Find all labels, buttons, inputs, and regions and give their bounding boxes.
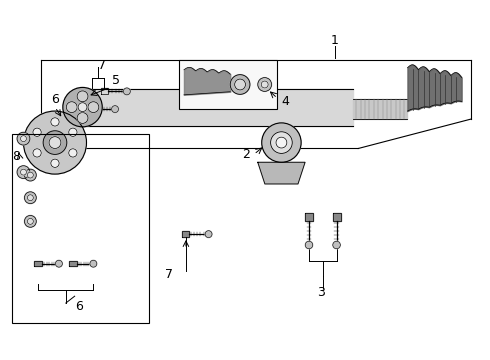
Circle shape bbox=[33, 128, 41, 136]
Circle shape bbox=[49, 137, 61, 148]
Bar bbox=[179, 60, 277, 109]
Circle shape bbox=[24, 169, 36, 181]
Polygon shape bbox=[101, 89, 108, 94]
Circle shape bbox=[51, 159, 59, 167]
Polygon shape bbox=[34, 261, 42, 266]
Circle shape bbox=[63, 87, 102, 127]
Circle shape bbox=[51, 118, 59, 126]
Circle shape bbox=[27, 172, 33, 178]
Circle shape bbox=[69, 128, 77, 136]
Polygon shape bbox=[353, 99, 408, 119]
Circle shape bbox=[230, 75, 250, 94]
Text: 8: 8 bbox=[12, 150, 20, 163]
Text: 2: 2 bbox=[242, 148, 250, 161]
Circle shape bbox=[27, 195, 33, 201]
Text: 7: 7 bbox=[98, 59, 106, 72]
Circle shape bbox=[78, 103, 87, 112]
Circle shape bbox=[77, 113, 88, 123]
Circle shape bbox=[69, 149, 77, 157]
Circle shape bbox=[24, 111, 86, 174]
Circle shape bbox=[235, 79, 245, 90]
Circle shape bbox=[21, 169, 26, 175]
Circle shape bbox=[17, 132, 30, 145]
Circle shape bbox=[276, 137, 287, 148]
Polygon shape bbox=[305, 213, 313, 221]
Circle shape bbox=[305, 241, 313, 249]
Circle shape bbox=[261, 81, 268, 88]
Circle shape bbox=[270, 132, 292, 153]
Text: 1: 1 bbox=[331, 34, 339, 47]
Circle shape bbox=[33, 149, 41, 157]
Circle shape bbox=[123, 88, 130, 95]
Circle shape bbox=[17, 166, 30, 179]
Circle shape bbox=[43, 131, 67, 154]
Bar bbox=[12, 134, 149, 323]
Polygon shape bbox=[69, 261, 76, 266]
Circle shape bbox=[66, 102, 77, 113]
Text: 6: 6 bbox=[51, 93, 59, 106]
Circle shape bbox=[90, 260, 97, 267]
Circle shape bbox=[205, 231, 212, 238]
Circle shape bbox=[24, 215, 36, 227]
Polygon shape bbox=[82, 89, 353, 126]
Text: 7: 7 bbox=[165, 269, 173, 282]
Text: 3: 3 bbox=[317, 286, 325, 299]
Text: 4: 4 bbox=[281, 95, 289, 108]
Polygon shape bbox=[258, 162, 305, 184]
Polygon shape bbox=[89, 106, 96, 112]
Text: 6: 6 bbox=[74, 300, 82, 313]
Polygon shape bbox=[182, 231, 189, 237]
Circle shape bbox=[77, 91, 88, 102]
Circle shape bbox=[88, 102, 99, 113]
Circle shape bbox=[21, 136, 26, 141]
Circle shape bbox=[112, 106, 119, 113]
Text: 5: 5 bbox=[112, 73, 120, 86]
Polygon shape bbox=[333, 213, 341, 221]
Circle shape bbox=[262, 123, 301, 162]
Circle shape bbox=[333, 241, 341, 249]
Circle shape bbox=[55, 260, 62, 267]
Circle shape bbox=[27, 219, 33, 224]
Circle shape bbox=[24, 192, 36, 204]
Circle shape bbox=[258, 78, 271, 91]
